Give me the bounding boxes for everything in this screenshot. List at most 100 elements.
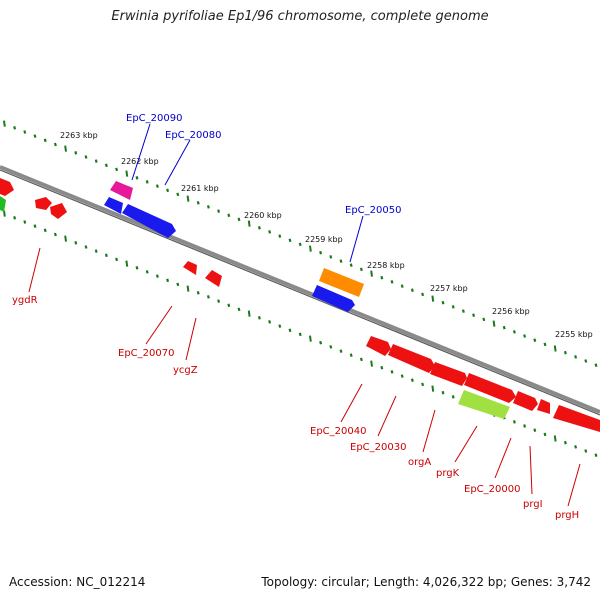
top-scale-tick <box>176 192 180 197</box>
top-scale-tick <box>502 325 506 330</box>
gene-prgI[interactable] <box>537 399 550 414</box>
bottom-scale-tick <box>247 310 251 317</box>
label-prgI: prgI <box>523 499 543 510</box>
top-scale-tick <box>594 363 598 367</box>
gene-orgA[interactable] <box>430 362 467 386</box>
label-EpC_20080: EpC_20080 <box>165 130 221 141</box>
bottom-scale-tick <box>125 260 129 267</box>
bottom-scale-tick <box>339 349 343 353</box>
top-scale-tick <box>410 288 414 292</box>
bottom-scale-tick <box>288 328 292 333</box>
top-scale-tick <box>115 167 119 172</box>
top-scale-tick <box>278 234 282 238</box>
top-scale-tick <box>512 330 516 334</box>
top-scale-tick <box>319 250 323 255</box>
scale-label-2256: 2256 kbp <box>492 307 530 316</box>
top-scale-tick <box>33 134 37 138</box>
bottom-scale-tick <box>380 365 384 370</box>
top-scale-tick <box>23 130 27 134</box>
top-scale-tick <box>53 142 57 147</box>
bottom-scale-tick <box>533 428 537 432</box>
top-scale-tick <box>84 155 88 159</box>
scale-label-2262: 2262 kbp <box>121 157 159 166</box>
label-prgK: prgK <box>436 468 460 479</box>
gene-blue-small[interactable] <box>104 197 123 214</box>
top-scale-tick <box>441 300 445 305</box>
gene-EpC_20080[interactable] <box>122 204 176 238</box>
gene-prgK[interactable] <box>458 390 510 419</box>
bottom-scale-tick <box>329 345 333 349</box>
accession-text: Accession: NC_012214 <box>9 575 146 589</box>
gene-red-mid-1[interactable] <box>183 261 197 275</box>
top-scale-tick <box>247 220 251 227</box>
top-scale-tick <box>359 267 363 272</box>
gene-red-left-3[interactable] <box>50 203 67 219</box>
gene-EpC_20050[interactable] <box>319 268 364 297</box>
top-scale-tick <box>563 350 567 355</box>
top-scale-tick <box>217 209 221 213</box>
gene-blue-mid[interactable] <box>312 285 355 312</box>
top-scale-tick <box>13 126 17 130</box>
scale-label-2257: 2257 kbp <box>430 284 468 293</box>
bottom-scale-tick <box>309 335 312 342</box>
gene-EpC_20030[interactable] <box>388 344 435 373</box>
bottom-scale-tick <box>145 270 149 274</box>
bottom-scale-tick <box>94 249 98 253</box>
bottom-scale-tick <box>23 220 27 224</box>
top-scale-tick <box>492 320 496 327</box>
top-scale-tick <box>421 292 425 297</box>
top-scale-tick <box>237 217 241 222</box>
top-scale-tick <box>257 226 261 230</box>
top-scale-tick <box>186 195 190 202</box>
top-scale-tick <box>288 238 292 243</box>
bottom-scale-tick <box>268 320 272 324</box>
bottom-scale-tick <box>227 303 231 308</box>
label-EpC_20090: EpC_20090 <box>126 113 182 124</box>
bottom-scale-tick <box>359 357 363 362</box>
gene-prgH[interactable] <box>553 405 600 432</box>
top-scale-tick <box>298 242 302 247</box>
bottom-scale-tick <box>319 340 323 345</box>
chromosome-backbone <box>0 165 600 414</box>
top-scale-tick <box>196 201 200 205</box>
top-scale-tick <box>125 170 129 177</box>
bottom-scale-tick <box>410 378 414 382</box>
top-scale-tick <box>64 145 67 152</box>
gene-red-mid-2[interactable] <box>205 270 222 287</box>
bottom-scale-tick <box>135 266 139 270</box>
bottom-scale-tick <box>257 316 261 320</box>
gene-prgK-red[interactable] <box>464 373 516 403</box>
bottom-scale-tick <box>349 353 353 357</box>
label-EpC_20040: EpC_20040 <box>310 426 366 437</box>
label-EpC_20050: EpC_20050 <box>345 205 401 216</box>
label-ygdR: ygdR <box>12 295 38 306</box>
top-gene-labels: EpC_20090 EpC_20080 EpC_20050 <box>126 113 401 263</box>
bottom-scale-tick <box>584 449 588 453</box>
bottom-scale-tick <box>298 332 302 337</box>
bottom-scale-tick <box>421 382 425 387</box>
bottom-scale-tick <box>237 307 241 312</box>
bottom-scale-tick <box>74 241 78 245</box>
scale-label-2260: 2260 kbp <box>244 211 282 220</box>
bottom-scale-tick <box>441 390 445 395</box>
gene-EpC_20000[interactable] <box>513 391 538 411</box>
label-EpC_20070: EpC_20070 <box>118 348 174 359</box>
bottom-scale-tick <box>390 370 394 374</box>
bottom-scale-tick <box>13 216 17 220</box>
bottom-scale-ticks <box>3 210 598 457</box>
bottom-scale-tick <box>206 295 210 299</box>
gene-EpC_20040[interactable] <box>366 336 391 356</box>
bottom-scale-tick <box>512 420 516 424</box>
gene-EpC_20090[interactable] <box>110 181 133 200</box>
gene-red-left-2[interactable] <box>35 197 52 210</box>
scale-label-2258: 2258 kbp <box>367 261 405 270</box>
gene-green-left[interactable] <box>0 196 6 212</box>
bottom-scale-tick <box>431 385 435 392</box>
label-ycgZ: ycgZ <box>173 365 198 376</box>
bottom-scale-tick <box>574 445 578 449</box>
gene-red-left-1[interactable] <box>0 178 14 196</box>
label-orgA: orgA <box>408 457 431 468</box>
bottom-scale-tick <box>594 453 598 457</box>
top-scale-tick <box>309 245 312 252</box>
bottom-scale-tick <box>370 360 373 367</box>
